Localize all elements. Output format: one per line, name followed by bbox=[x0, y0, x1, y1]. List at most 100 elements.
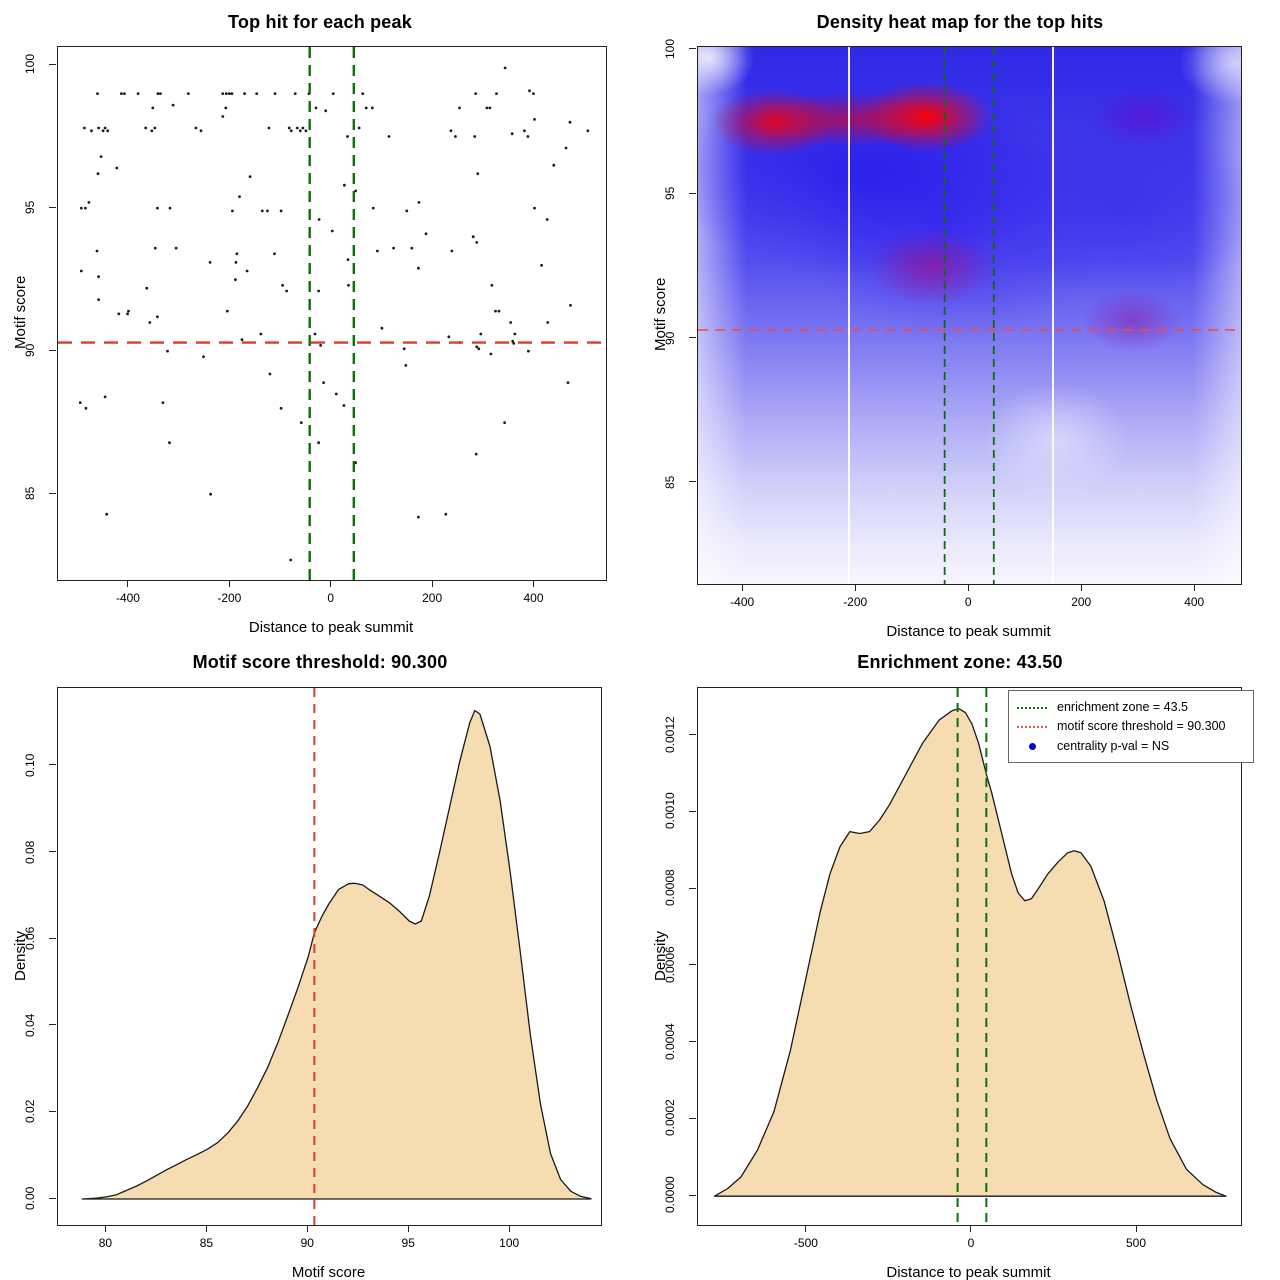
panel-motif-score-density: Motif score threshold: 90.300 Density Mo… bbox=[0, 640, 640, 1280]
x-tick-label: 200 bbox=[422, 591, 443, 605]
y-tick-label: 0.00 bbox=[23, 1186, 37, 1210]
x-tick-label: 400 bbox=[1184, 595, 1205, 609]
y-tick-mark bbox=[689, 48, 696, 50]
x-tick-label: 0 bbox=[964, 595, 972, 609]
y-tick-mark bbox=[49, 1024, 56, 1026]
scatter-title: Top hit for each peak bbox=[228, 12, 412, 32]
y-tick-label: 0.08 bbox=[23, 839, 37, 864]
distance-density-title: Enrichment zone: 43.50 bbox=[857, 652, 1063, 672]
y-tick-mark bbox=[49, 851, 56, 853]
x-tick-mark bbox=[431, 580, 433, 587]
heatmap-title: Density heat map for the top hits bbox=[816, 12, 1104, 32]
x-tick-mark bbox=[1135, 1225, 1137, 1232]
y-tick-mark bbox=[689, 1194, 696, 1196]
x-tick-label: 0 bbox=[327, 591, 335, 605]
legend-item-enrichment-zone: enrichment zone = 43.5 bbox=[1017, 698, 1243, 717]
x-tick-mark bbox=[306, 1225, 308, 1232]
legend-item-centrality-pval: centrality p-val = NS bbox=[1017, 737, 1243, 756]
y-tick-label: 0.10 bbox=[23, 753, 37, 777]
heatmap-white-gridline bbox=[848, 47, 851, 584]
red-dotted-line-swatch bbox=[1017, 726, 1047, 729]
y-tick-label: 0.0012 bbox=[663, 716, 677, 753]
y-tick-mark bbox=[689, 810, 696, 812]
x-tick-label: 90 bbox=[300, 1236, 314, 1250]
x-tick-label: -400 bbox=[730, 595, 755, 609]
x-tick-mark bbox=[330, 580, 332, 587]
y-tick-label: 0.06 bbox=[23, 926, 37, 950]
y-tick-mark bbox=[49, 349, 56, 351]
distance-density-plot-area bbox=[697, 687, 1242, 1226]
x-tick-label: 0 bbox=[967, 1236, 975, 1250]
panel-density-heatmap: Density heat map for the top hits Motif … bbox=[640, 0, 1280, 640]
y-tick-label: 90 bbox=[23, 343, 37, 357]
y-tick-label: 0.0002 bbox=[663, 1100, 677, 1137]
green-dotted-line-swatch bbox=[1017, 706, 1047, 709]
distance-density-x-axis-label: Distance to peak summit bbox=[886, 1264, 1051, 1280]
y-tick-mark bbox=[689, 1041, 696, 1043]
y-tick-mark bbox=[49, 492, 56, 494]
y-tick-label: 0.0006 bbox=[663, 946, 677, 984]
x-tick-mark bbox=[967, 584, 969, 591]
y-tick-label: 85 bbox=[23, 486, 37, 500]
x-tick-mark bbox=[970, 1225, 972, 1232]
x-tick-mark bbox=[1193, 584, 1195, 591]
y-tick-mark bbox=[689, 337, 696, 339]
y-tick-label: 85 bbox=[663, 475, 677, 489]
heatmap-plot-area bbox=[697, 46, 1242, 585]
x-tick-mark bbox=[205, 1225, 207, 1232]
x-tick-mark bbox=[741, 584, 743, 591]
y-tick-mark bbox=[49, 937, 56, 939]
panel-distance-density: Enrichment zone: 43.50 Density Distance … bbox=[640, 640, 1280, 1280]
y-tick-mark bbox=[49, 1110, 56, 1112]
x-tick-label: 100 bbox=[499, 1236, 520, 1250]
y-tick-label: 90 bbox=[663, 330, 677, 345]
x-tick-label: -400 bbox=[115, 591, 140, 605]
x-tick-mark bbox=[407, 1225, 409, 1232]
y-tick-label: 0.0004 bbox=[663, 1023, 677, 1061]
heatmap-x-axis-label: Distance to peak summit bbox=[886, 623, 1051, 640]
y-tick-label: 0.0010 bbox=[663, 793, 677, 830]
panel-top-hit-scatter: Top hit for each peak Motif score Distan… bbox=[0, 0, 640, 640]
y-tick-mark bbox=[49, 63, 56, 65]
x-tick-label: 95 bbox=[401, 1236, 415, 1250]
x-tick-label: -200 bbox=[843, 595, 868, 609]
y-tick-mark bbox=[689, 964, 696, 966]
y-tick-mark bbox=[689, 481, 696, 483]
y-tick-mark bbox=[689, 1117, 696, 1119]
x-tick-label: 200 bbox=[1071, 595, 1092, 609]
y-tick-mark bbox=[49, 764, 56, 766]
blue-dot-swatch bbox=[1017, 742, 1047, 750]
x-tick-mark bbox=[508, 1225, 510, 1232]
x-tick-mark bbox=[104, 1225, 106, 1232]
y-tick-mark bbox=[49, 206, 56, 208]
legend-label: enrichment zone = 43.5 bbox=[1057, 700, 1188, 714]
y-tick-label: 100 bbox=[663, 38, 677, 59]
y-tick-mark bbox=[689, 887, 696, 889]
y-tick-label: 0.0000 bbox=[663, 1176, 677, 1214]
legend-item-motif-score-threshold: motif score threshold = 90.300 bbox=[1017, 717, 1243, 736]
x-tick-label: 80 bbox=[98, 1236, 113, 1250]
x-tick-label: -200 bbox=[217, 591, 242, 605]
y-tick-label: 0.04 bbox=[23, 1013, 37, 1037]
x-tick-mark bbox=[228, 580, 230, 587]
x-tick-label: 85 bbox=[199, 1236, 214, 1250]
x-tick-mark bbox=[805, 1225, 807, 1232]
heatmap-white-gridline bbox=[1052, 47, 1055, 584]
y-tick-label: 95 bbox=[23, 200, 37, 214]
x-tick-label: 500 bbox=[1126, 1236, 1147, 1250]
y-tick-mark bbox=[689, 734, 696, 736]
score-density-x-axis-label: Motif score bbox=[291, 1264, 366, 1280]
x-tick-mark bbox=[854, 584, 856, 591]
score-density-plot-area bbox=[57, 687, 602, 1226]
y-tick-label: 0.0008 bbox=[663, 869, 677, 907]
y-tick-mark bbox=[49, 1197, 56, 1199]
scatter-x-axis-label: Distance to peak summit bbox=[248, 619, 414, 636]
scatter-plot-area bbox=[57, 46, 607, 581]
x-tick-mark bbox=[533, 580, 535, 587]
y-tick-label: 100 bbox=[23, 54, 37, 75]
legend-label: motif score threshold = 90.300 bbox=[1057, 719, 1226, 734]
x-tick-label: -500 bbox=[793, 1236, 818, 1250]
x-tick-mark bbox=[127, 580, 129, 587]
score-density-title: Motif score threshold: 90.300 bbox=[192, 652, 448, 672]
